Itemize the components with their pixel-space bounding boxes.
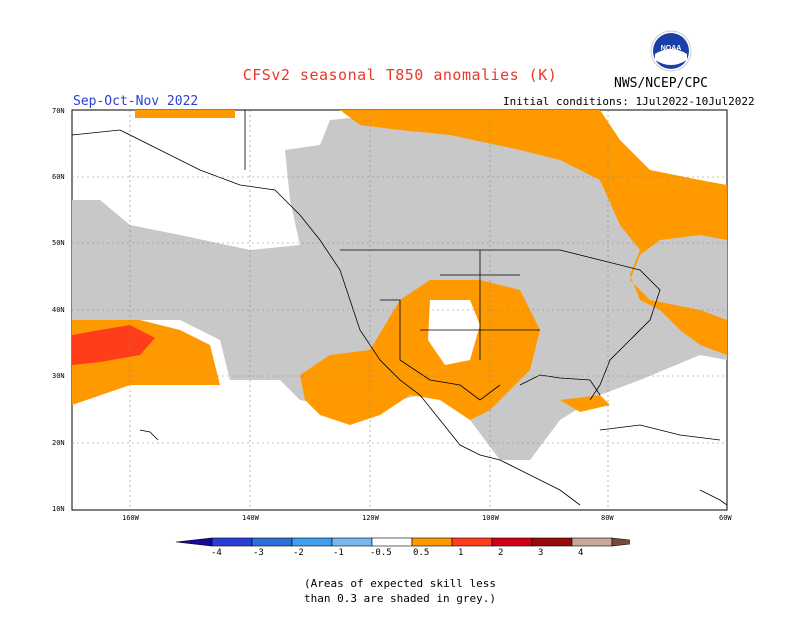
noaa-logo: NOAA (650, 30, 692, 72)
colorbar-label-5: -0.5 (370, 548, 392, 558)
lat-label-50n: 50N (52, 239, 65, 247)
colorbar-segment (491, 537, 533, 547)
season-label: Sep-Oct-Nov 2022 (73, 94, 199, 109)
colorbar-label-7: 1 (458, 548, 464, 558)
lon-label-80w: 80W (601, 514, 614, 522)
colorbar-segment (251, 537, 293, 547)
chart-title: CFSv2 seasonal T850 anomalies (K) (242, 66, 558, 84)
colorbar-label-6: 0.5 (413, 548, 430, 558)
colorbar-label-2: -3 (253, 548, 264, 558)
lon-label-120w: 120W (362, 514, 379, 522)
initial-conditions-label: Initial conditions: 1Jul2022-10Jul2022 (503, 95, 755, 108)
colorbar-label-9: 3 (538, 548, 544, 558)
colorbar-segment (411, 537, 453, 547)
colorbar (175, 537, 630, 547)
neutral-area-sw (428, 300, 480, 365)
lon-label-60w: 60W (719, 514, 732, 522)
warm-anomaly-red (72, 325, 155, 365)
logo-text: NOAA (661, 45, 682, 52)
agency-label: NWS/NCEP/CPC (614, 76, 708, 91)
skill-note: (Areas of expected skill less than 0.3 a… (0, 576, 800, 606)
lon-label-140w: 140W (242, 514, 259, 522)
lat-label-20n: 20N (52, 439, 65, 447)
lat-label-60n: 60N (52, 173, 65, 181)
lat-label-70n: 70N (52, 107, 65, 115)
colorbar-label-1: -4 (211, 548, 222, 558)
low-skill-grey-area (72, 115, 727, 460)
colorbar-segment (531, 537, 573, 547)
lat-label-30n: 30N (52, 372, 65, 380)
colorbar-label-8: 2 (498, 548, 504, 558)
lon-label-160w: 160W (122, 514, 139, 522)
colorbar-label-10: 4 (578, 548, 584, 558)
lat-label-10n: 10N (52, 505, 65, 513)
colorbar-segment (571, 537, 613, 547)
skill-note-line2: than 0.3 are shaded in grey.) (303, 592, 497, 605)
colorbar-label-4: -1 (333, 548, 344, 558)
colorbar-end-low (175, 537, 213, 547)
colorbar-label-3: -2 (293, 548, 304, 558)
lon-label-100w: 100W (482, 514, 499, 522)
colorbar-segment (211, 537, 253, 547)
colorbar-segment (331, 537, 373, 547)
colorbar-segment (451, 537, 493, 547)
gridlines (72, 110, 727, 510)
colorbar-segment (371, 537, 413, 547)
skill-note-line1: (Areas of expected skill less (303, 577, 497, 590)
lat-label-40n: 40N (52, 306, 65, 314)
colorbar-segment (291, 537, 333, 547)
colorbar-end-high (611, 537, 630, 547)
